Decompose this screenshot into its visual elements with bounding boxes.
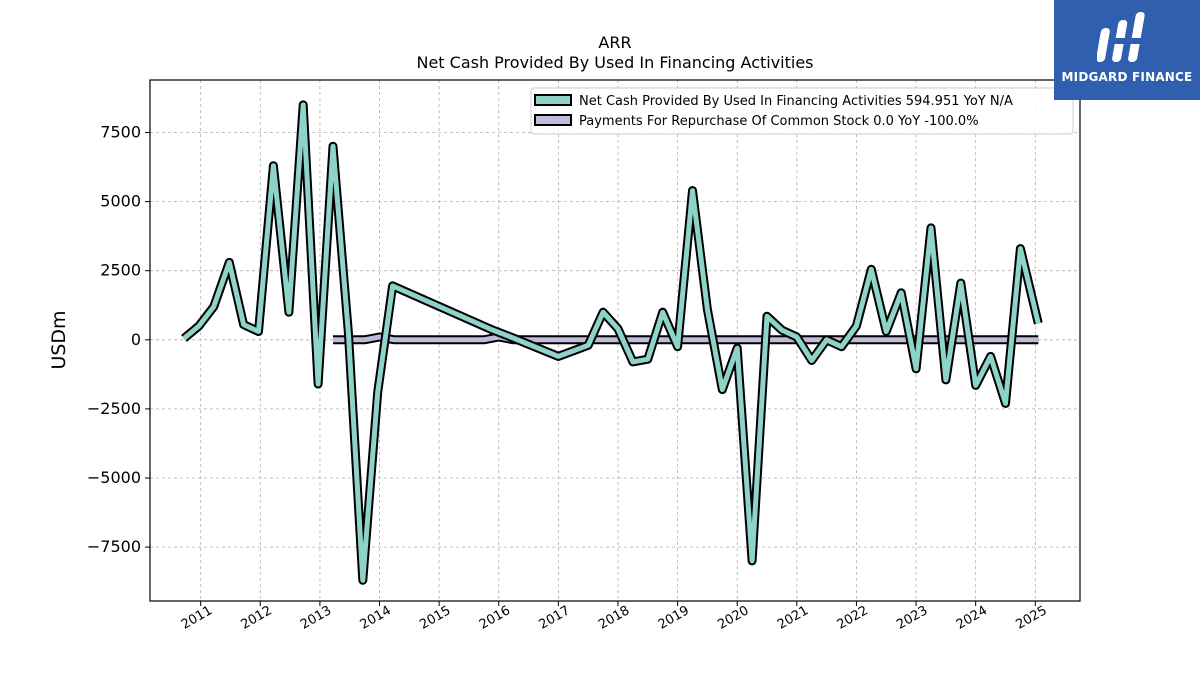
- x-tick-label: 2014: [358, 603, 394, 633]
- y-tick-label: −2500: [87, 399, 141, 418]
- brand-logo: MIDGARD FINANCE: [1054, 0, 1200, 100]
- x-tick-label: 2017: [537, 603, 573, 633]
- x-tick-label: 2025: [1013, 603, 1049, 633]
- midgard-logo-icon: [1097, 12, 1145, 62]
- x-tick-label: 2023: [894, 603, 930, 633]
- x-tick-label: 2020: [715, 603, 751, 633]
- x-tick-label: 2018: [596, 603, 632, 633]
- brand-name: MIDGARD FINANCE: [1061, 70, 1193, 84]
- x-axis: 2011 2012 2013 2014 2015 2016 2017 2018 2019 2020…: [179, 601, 1050, 633]
- x-tick-label: 2024: [954, 603, 990, 633]
- x-tick-label: 2022: [835, 603, 871, 633]
- series-group: [181, 100, 1043, 585]
- legend-entry: Payments For Repurchase Of Common Stock …: [579, 114, 979, 129]
- x-tick-label: 2011: [179, 603, 215, 633]
- x-tick-label: 2019: [656, 603, 692, 633]
- legend-entry: Net Cash Provided By Used In Financing A…: [579, 94, 1013, 109]
- chart-title: ARR: [598, 33, 631, 52]
- chart-subtitle: Net Cash Provided By Used In Financing A…: [416, 53, 813, 72]
- x-tick-label: 2013: [298, 603, 334, 633]
- x-tick-label: 2012: [238, 603, 274, 633]
- x-tick-label: 2021: [775, 603, 811, 633]
- legend-box: [530, 87, 1074, 135]
- series-line: [333, 334, 1039, 343]
- y-tick-label: 2500: [100, 261, 141, 280]
- y-tick-label: −5000: [87, 468, 141, 487]
- series-1: [333, 332, 1039, 345]
- y-axis: −7500 −5000 −2500 0 2500 5000 7500: [87, 123, 150, 556]
- series-0: [181, 100, 1043, 585]
- y-axis-label: USDm: [48, 310, 70, 369]
- plot-area: [149, 79, 1081, 602]
- y-tick-label: 0: [131, 330, 141, 349]
- x-tick-label: 2015: [417, 603, 453, 633]
- series-line: [182, 102, 1041, 583]
- legend-swatch: [534, 114, 572, 126]
- legend: Net Cash Provided By Used In Financing A…: [530, 87, 1074, 135]
- y-tick-label: −7500: [87, 537, 141, 556]
- x-tick-label: 2016: [477, 603, 513, 633]
- y-tick-label: 5000: [100, 192, 141, 211]
- y-tick-label: 7500: [100, 123, 141, 142]
- legend-swatch: [534, 94, 572, 106]
